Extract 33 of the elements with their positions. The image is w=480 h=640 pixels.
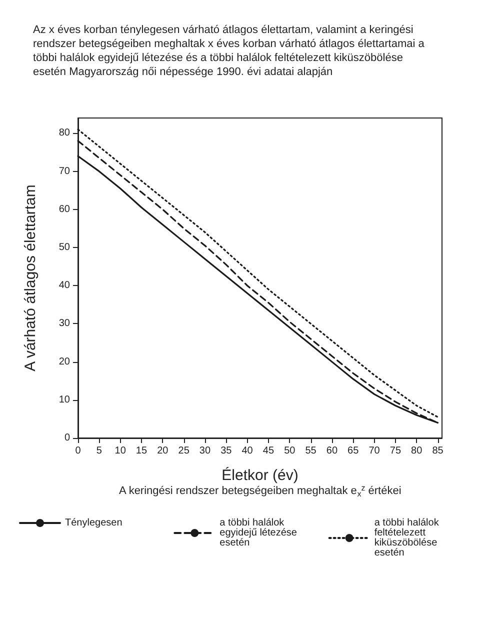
x-tick-label: 65 (348, 446, 360, 456)
x-tick-label: 5 (96, 446, 102, 456)
y-tick-label: 60 (58, 204, 70, 215)
x-tick-label: 25 (178, 446, 190, 456)
x-tick-label: 70 (368, 446, 380, 456)
y-tick-label: 40 (58, 280, 70, 292)
y-axis-title: A várható átlagos élettartam (22, 184, 39, 372)
x-tick-label: 30 (199, 446, 211, 456)
x-tick-label: 10 (114, 446, 126, 456)
y-tick-label: 0 (64, 432, 70, 444)
x-tick-label: 20 (157, 446, 169, 456)
x-tick-label: 40 (242, 446, 254, 456)
y-tick-label: 30 (58, 318, 70, 330)
y-tick-label: 70 (58, 166, 70, 177)
x-tick-label: 80 (411, 446, 423, 456)
x-tick-label: 55 (305, 446, 317, 456)
x-tick-label: 15 (136, 446, 148, 456)
y-tick-label: 50 (58, 242, 70, 254)
y-tick-label: 10 (58, 394, 70, 406)
y-tick-label: 80 (58, 128, 70, 139)
x-tick-label: 60 (326, 446, 338, 456)
x-tick-label: 50 (284, 446, 296, 456)
chart-title: Az x éves korban ténylegesen várható átlagos élettartam, valamint a keringési rendszer betegségeiben meghaltak x éves korban várható átlagos élettartamai a többi halálok egyidejű létezése és a többi halálok feltételezett kiküszöbölése esetén Magyarország női népessége 1990. évi adatai alapján (33, 24, 428, 78)
y-tick-label: 20 (58, 356, 70, 368)
x-tick-label: 45 (262, 446, 274, 456)
x-axis-title: Életkor (év) (222, 466, 298, 484)
x-tick-label: 0 (75, 446, 82, 456)
x-tick-label: 75 (390, 446, 402, 456)
x-tick-label: 35 (220, 446, 232, 456)
legend-label: a többi halálok feltételezett kiküszöbölése esetén (374, 518, 440, 558)
legend-label: Ténylegesen (65, 518, 122, 528)
x-tick-label: 85 (432, 446, 444, 456)
legend-label: a többi halálok egyidejű létezése esetén (220, 518, 298, 548)
